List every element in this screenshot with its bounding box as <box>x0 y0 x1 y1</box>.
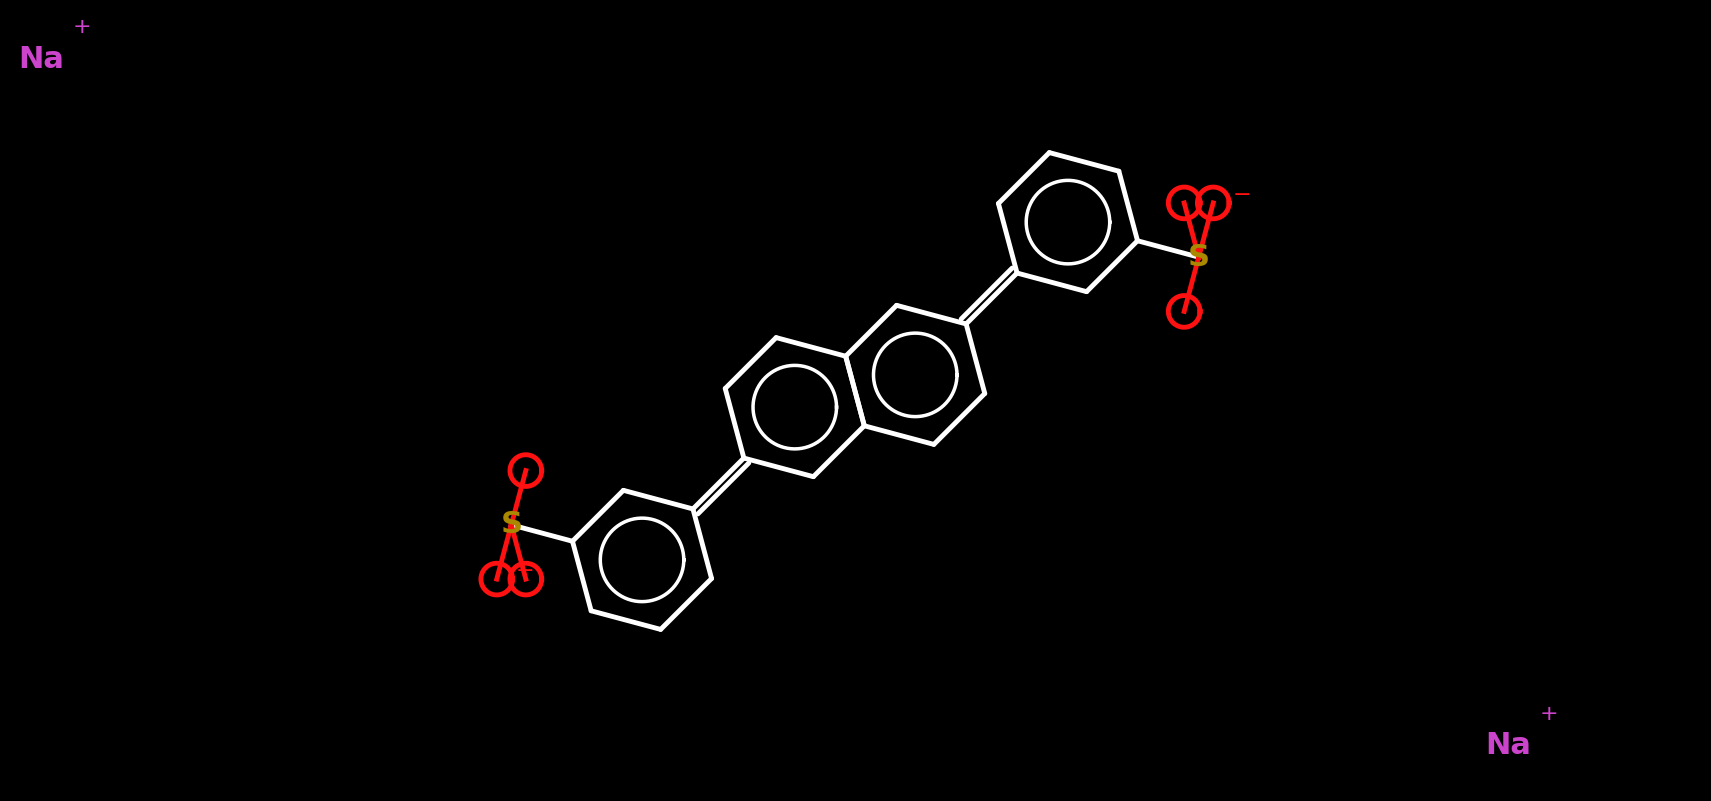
Text: Na: Na <box>19 45 63 74</box>
Text: S: S <box>500 510 522 539</box>
Text: −: − <box>1232 185 1251 205</box>
Text: −: − <box>515 562 534 582</box>
Text: +: + <box>1540 704 1559 724</box>
Text: +: + <box>74 17 92 37</box>
Text: S: S <box>1187 243 1210 272</box>
Text: Na: Na <box>1485 731 1531 760</box>
